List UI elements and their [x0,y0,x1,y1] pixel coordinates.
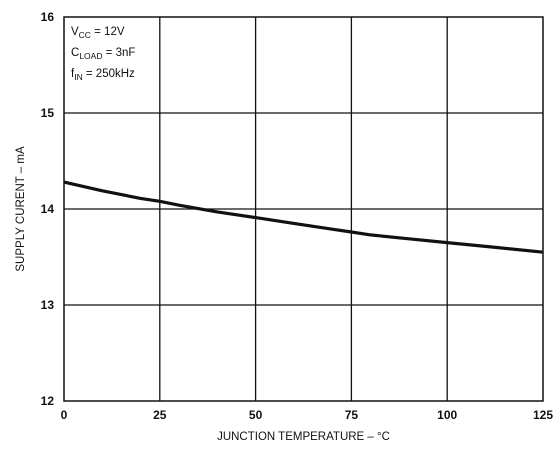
y-tick-label: 12 [41,394,55,408]
x-tick-label: 100 [437,408,457,422]
y-tick-label: 16 [41,10,55,24]
grid-lines [64,17,543,401]
series-line [63,180,544,254]
x-tick-label: 125 [533,408,553,422]
x-tick-label: 50 [249,408,263,422]
y-tick-label: 13 [41,298,55,312]
y-tick-label: 15 [41,106,55,120]
x-tick-label: 0 [61,408,68,422]
condition-line: fIN = 250kHz [71,68,135,82]
x-axis-label: JUNCTION TEMPERATURE – °C [217,431,390,443]
series-layer [63,180,544,254]
test-conditions: VCC = 12V CLOAD = 3nF fIN = 250kHz [71,26,135,82]
y-tick-label: 14 [41,202,55,216]
x-tick-label: 75 [345,408,359,422]
plot-frame [63,16,544,402]
y-axis-label: SUPPLY CURENT – mA [15,146,27,272]
condition-line: CLOAD = 3nF [71,47,135,61]
y-tick-labels: 12 13 14 15 16 [41,10,55,408]
x-tick-label: 25 [153,408,167,422]
condition-line: VCC = 12V [71,26,125,40]
x-tick-labels: 0 25 50 75 100 125 [61,408,554,422]
